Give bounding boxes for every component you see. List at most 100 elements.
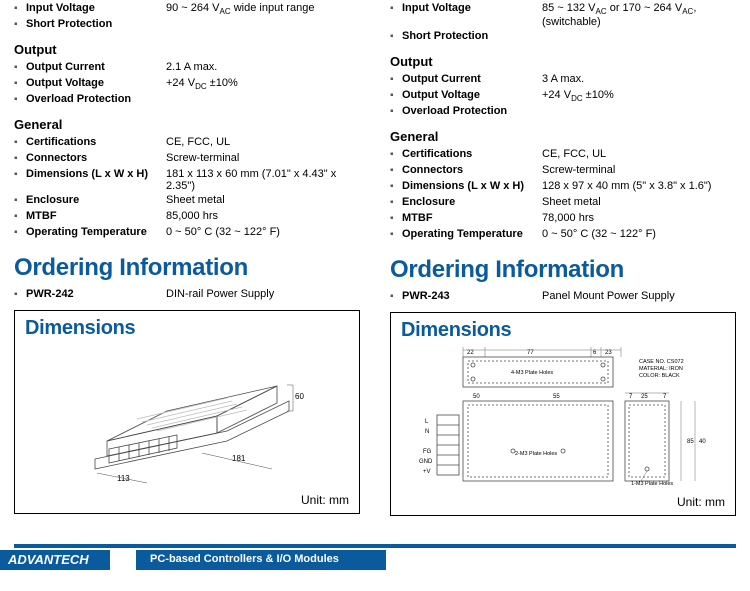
spec-value: 85 ~ 132 VAC or 170 ~ 264 VAC, (switchab…: [542, 2, 736, 28]
spec-row: ▪PWR-243Panel Mount Power Supply: [390, 290, 736, 304]
spec-value: 90 ~ 264 VAC wide input range: [166, 2, 360, 16]
input-section: ▪Input Voltage90 ~ 264 VAC wide input ra…: [14, 2, 360, 32]
right-column: ▪ Input Voltage85 ~ 132 VAC or 170 ~ 264 …: [390, 0, 736, 516]
spec-value: +24 VDC ±10%: [542, 89, 736, 103]
spec-label: Operating Temperature: [26, 226, 166, 238]
svg-text:22: 22: [467, 350, 474, 356]
spec-label: PWR-243: [402, 290, 542, 302]
spec-label: Certifications: [26, 136, 166, 148]
spec-label: Connectors: [26, 152, 166, 164]
bullet-icon: ▪: [14, 210, 26, 224]
spec-label: Short Protection: [26, 18, 166, 30]
spec-label: Overload Protection: [402, 105, 542, 117]
spec-value: 85,000 hrs: [166, 210, 360, 222]
spec-value: Panel Mount Power Supply: [542, 290, 736, 302]
svg-text:N: N: [425, 429, 429, 435]
spec-row: ▪Output Voltage+24 VDC ±10%: [390, 89, 736, 103]
spec-row: ▪Input Voltage85 ~ 132 VAC or 170 ~ 264 …: [390, 2, 736, 28]
svg-text:7: 7: [629, 394, 633, 400]
spec-label: Output Voltage: [26, 77, 166, 89]
spec-row: ▪MTBF85,000 hrs: [14, 210, 360, 224]
svg-text:55: 55: [553, 394, 560, 400]
spec-row: ▪Overload Protection: [390, 105, 736, 119]
spec-row: ▪MTBF78,000 hrs: [390, 212, 736, 226]
svg-text:1-M3 Plate Holes: 1-M3 Plate Holes: [631, 481, 673, 487]
spec-label: Dimensions (L x W x H): [402, 180, 542, 192]
bullet-icon: ▪: [14, 288, 26, 302]
svg-text:L: L: [425, 419, 429, 425]
spec-label: Enclosure: [402, 196, 542, 208]
spec-label: Output Current: [402, 73, 542, 85]
svg-text:6: 6: [593, 350, 597, 356]
bullet-icon: ▪: [390, 228, 402, 242]
spec-label: Enclosure: [26, 194, 166, 206]
spec-row: ▪ConnectorsScrew-terminal: [390, 164, 736, 178]
bullet-icon: ▪: [390, 89, 402, 103]
output-heading: Output: [14, 42, 360, 57]
bullet-icon: ▪: [390, 105, 402, 119]
spec-value: CE, FCC, UL: [166, 136, 360, 148]
spec-row: ▪Short Protection: [390, 30, 736, 44]
ordering-section: ▪PWR-243Panel Mount Power Supply: [390, 290, 736, 304]
bullet-icon: ▪: [390, 73, 402, 87]
spec-value: 2.1 A max.: [166, 61, 360, 73]
spec-value: Sheet metal: [166, 194, 360, 206]
spec-value: 0 ~ 50° C (32 ~ 122° F): [542, 228, 736, 240]
spec-value: Screw-terminal: [166, 152, 360, 164]
spec-row: ▪ConnectorsScrew-terminal: [14, 152, 360, 166]
dimensions-box-left: Dimensions: [14, 310, 360, 514]
dimensions-drawing-left: 113 181 60: [15, 341, 359, 491]
spec-label: MTBF: [402, 212, 542, 224]
spec-value: 78,000 hrs: [542, 212, 736, 224]
spec-value: CE, FCC, UL: [542, 148, 736, 160]
spec-label: Short Protection: [402, 30, 542, 42]
spec-row: ▪CertificationsCE, FCC, UL: [390, 148, 736, 162]
svg-text:40: 40: [699, 439, 706, 445]
dimensions-unit: Unit: mm: [301, 493, 349, 507]
spec-row: ▪Short Protection: [14, 18, 360, 32]
svg-text:COLOR: BLACK: COLOR: BLACK: [639, 373, 680, 379]
ordering-section: ▪PWR-242DIN-rail Power Supply: [14, 288, 360, 302]
output-section: ▪Output Current3 A max.▪Output Voltage+2…: [390, 73, 736, 119]
brand-logo: ADVANTECH: [0, 550, 110, 570]
svg-text:50: 50: [473, 394, 480, 400]
bullet-icon: ▪: [390, 212, 402, 226]
columns: ▪Input Voltage90 ~ 264 VAC wide input ra…: [14, 0, 736, 516]
bullet-icon: ▪: [14, 168, 26, 182]
svg-text:2-M3 Plate Holes: 2-M3 Plate Holes: [515, 451, 557, 457]
bullet-icon: ▪: [14, 226, 26, 240]
spec-row: ▪Output Voltage+24 VDC ±10%: [14, 77, 360, 91]
spec-label: Output Current: [26, 61, 166, 73]
spec-label: MTBF: [26, 210, 166, 222]
spec-label: Dimensions (L x W x H): [26, 168, 166, 180]
bullet-icon: ▪: [14, 2, 26, 16]
spec-row: ▪CertificationsCE, FCC, UL: [14, 136, 360, 150]
svg-text:CASE NO. CS072: CASE NO. CS072: [639, 359, 684, 365]
spec-row: ▪Output Current2.1 A max.: [14, 61, 360, 75]
bullet-icon: ▪: [14, 18, 26, 32]
spec-label: Connectors: [402, 164, 542, 176]
spec-label: Input Voltage: [402, 2, 542, 14]
svg-text:85: 85: [687, 439, 694, 445]
spec-value: 0 ~ 50° C (32 ~ 122° F): [166, 226, 360, 238]
footer-rule: [14, 544, 736, 548]
spec-label: Overload Protection: [26, 93, 166, 105]
spec-label: Certifications: [402, 148, 542, 160]
output-heading: Output: [390, 54, 736, 69]
bullet-icon: ▪: [390, 148, 402, 162]
spec-value: DIN-rail Power Supply: [166, 288, 360, 300]
dimensions-title: Dimensions: [15, 311, 359, 340]
spec-value: +24 VDC ±10%: [166, 77, 360, 91]
spec-label: Input Voltage: [26, 2, 166, 14]
general-heading: General: [390, 129, 736, 144]
svg-text:60: 60: [295, 392, 304, 401]
bullet-icon: ▪: [390, 196, 402, 210]
spec-row: ▪Dimensions (L x W x H)181 x 113 x 60 mm…: [14, 168, 360, 192]
svg-text:4-M3 Plate Holes: 4-M3 Plate Holes: [511, 370, 553, 376]
svg-text:7: 7: [663, 394, 667, 400]
bullet-icon: ▪: [390, 30, 402, 44]
spec-row: ▪Input Voltage90 ~ 264 VAC wide input ra…: [14, 2, 360, 16]
svg-text:FG: FG: [423, 449, 432, 455]
svg-text:77: 77: [527, 350, 534, 356]
spec-value: Screw-terminal: [542, 164, 736, 176]
